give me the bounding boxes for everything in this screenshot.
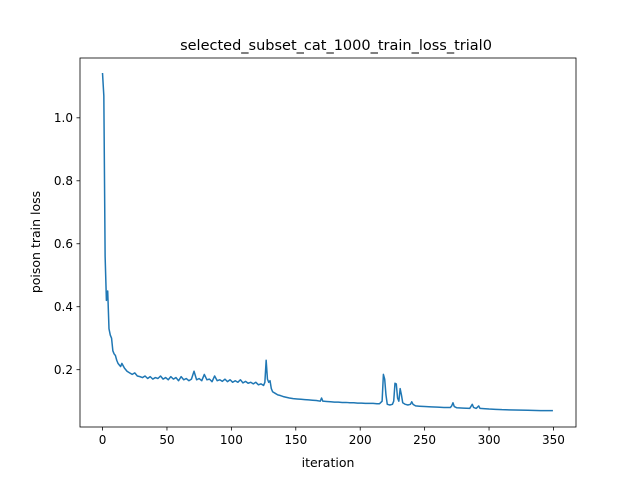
chart-title: selected_subset_cat_1000_train_loss_tria… xyxy=(180,38,492,54)
x-tick-label: 0 xyxy=(99,433,107,447)
x-tick-label: 150 xyxy=(284,433,307,447)
y-axis-label: poison train loss xyxy=(28,191,43,293)
plot-area: 0 50 100 150 200 250 300 350 0.2 0.4 0.6 0.8 1.0 xyxy=(54,57,577,447)
y-tick-label: 1.0 xyxy=(54,111,73,125)
x-axis-label: iteration xyxy=(302,455,355,470)
y-tick-label: 0.4 xyxy=(54,300,73,314)
y-tick-label: 0.6 xyxy=(54,237,73,251)
x-tick-label: 50 xyxy=(159,433,174,447)
series-line-0 xyxy=(101,72,553,412)
y-tick-label: 0.8 xyxy=(54,174,73,188)
x-tick-label: 200 xyxy=(349,433,372,447)
x-tick-label: 300 xyxy=(478,433,501,447)
x-tick-label: 250 xyxy=(413,433,436,447)
x-tick-label: 100 xyxy=(220,433,243,447)
axes-frame xyxy=(79,57,577,428)
y-tick-label: 0.2 xyxy=(54,363,73,377)
x-tick-label: 350 xyxy=(542,433,565,447)
